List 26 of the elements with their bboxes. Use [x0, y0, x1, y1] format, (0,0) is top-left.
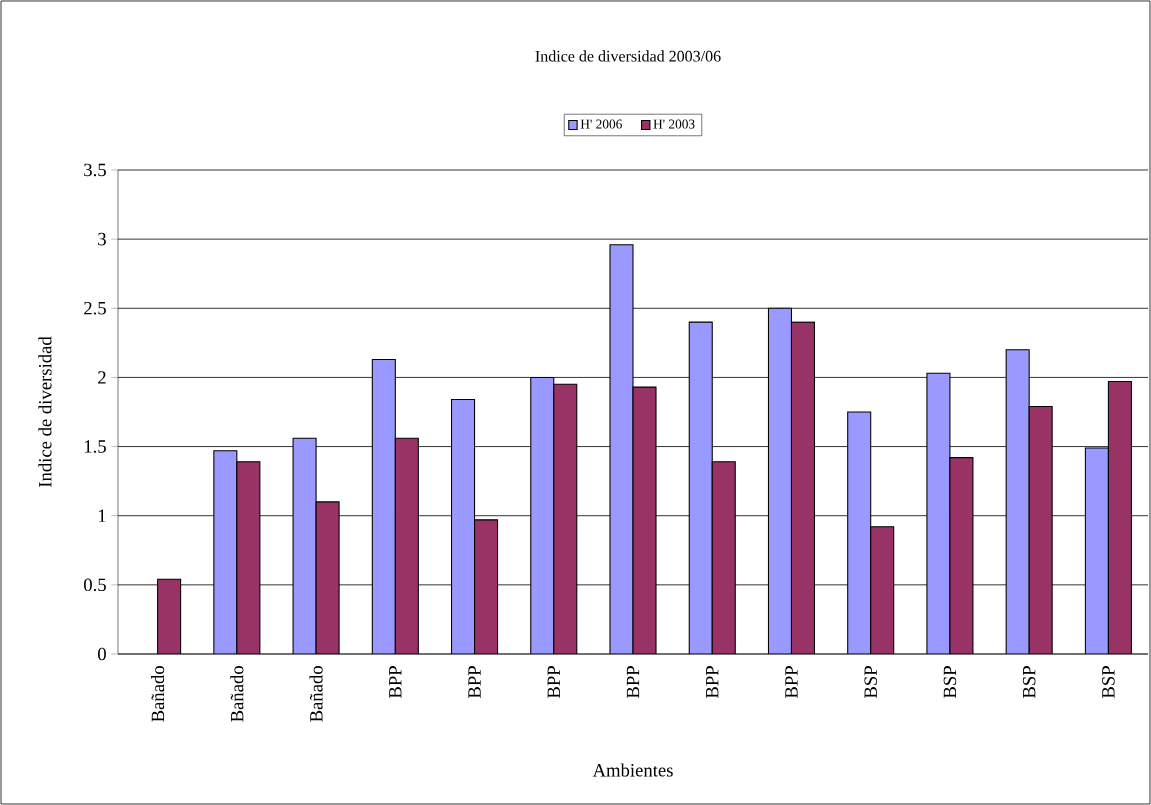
x-tick-label: BSP [864, 666, 877, 699]
y-tick-label: 3.5 [84, 163, 106, 177]
legend-label: H' 2006 [580, 119, 622, 129]
x-tick-label: BPP [468, 666, 481, 699]
x-tick-label: BPP [785, 666, 798, 699]
x-tick-label: BPP [389, 666, 402, 699]
chart-title: Indice de diversidad 2003/06 [535, 50, 721, 62]
x-tick-label: BPP [706, 666, 719, 699]
legend-label: H' 2003 [653, 119, 695, 129]
x-tick-label: Bañado [309, 666, 323, 722]
y-tick-label: 3 [98, 232, 106, 246]
y-axis-title: Indice de diversidad [38, 336, 52, 487]
y-tick-label: 1.5 [84, 440, 106, 453]
y-tick-label: 0 [98, 647, 106, 661]
x-tick-label: Bañado [151, 666, 165, 722]
x-tick-label: Bañado [230, 666, 244, 722]
y-tick-label: 1 [98, 509, 106, 522]
x-tick-label: BSP [1022, 666, 1036, 699]
y-tick-label: 2 [98, 371, 106, 384]
y-tick-label: 2.5 [84, 301, 106, 315]
x-tick-label: BPP [626, 666, 640, 699]
x-axis-title: Ambientes [592, 763, 673, 777]
y-tick-label: 0.5 [84, 578, 106, 592]
x-tick-label: BSP [943, 666, 957, 699]
x-tick-label: BPP [547, 666, 560, 699]
x-tick-label: BSP [1102, 666, 1115, 699]
